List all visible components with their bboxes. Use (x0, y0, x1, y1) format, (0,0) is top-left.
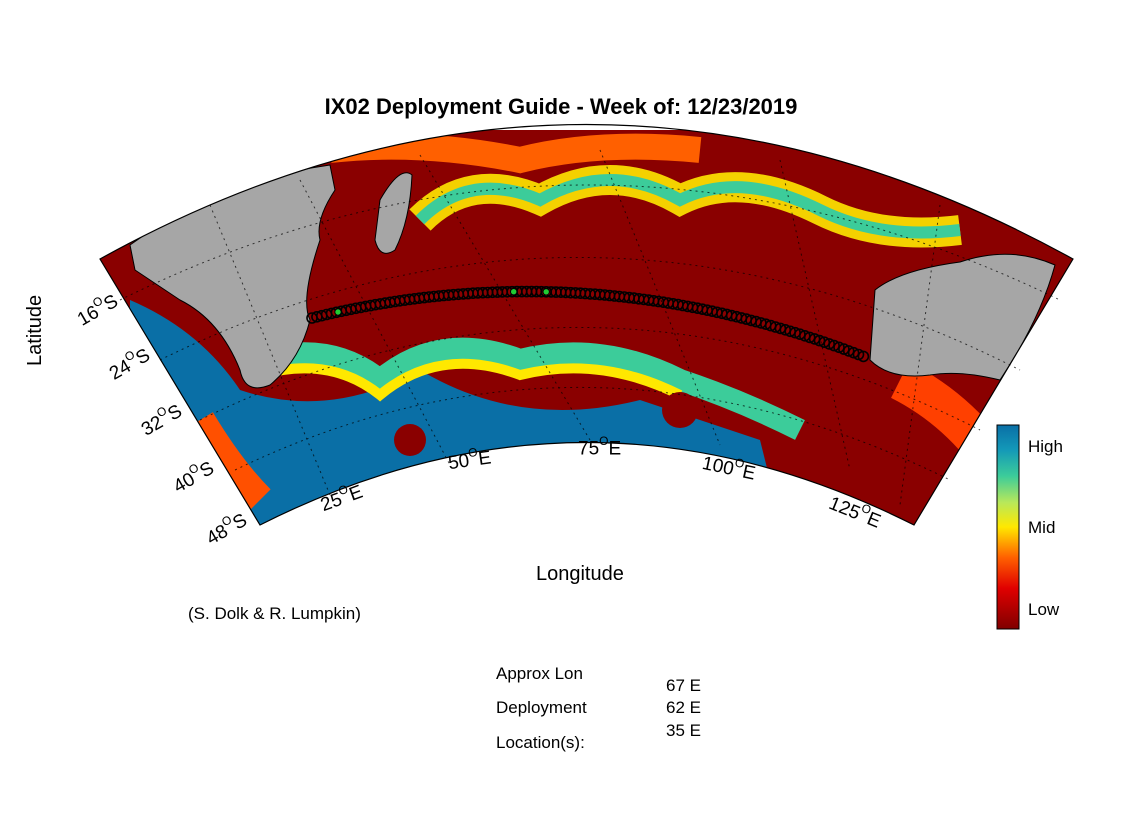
transect-marker (833, 341, 845, 354)
deployment-marker (334, 308, 342, 316)
ix02-transect (306, 285, 870, 363)
graticule (119, 149, 1061, 506)
transect-marker (818, 336, 831, 349)
transect-marker (828, 339, 840, 352)
info-label-approx-lon: Approx Lon (496, 664, 583, 683)
colorbar-low-label: Low (1028, 600, 1060, 619)
map-title: IX02 Deployment Guide - Week of: 12/23/2… (324, 94, 798, 119)
deployment-marker (542, 288, 550, 296)
lon-tick-75: 75OE (578, 434, 622, 460)
info-label-locations: Location(s): (496, 733, 585, 752)
info-label-deployment: Deployment (496, 698, 587, 717)
transect-marker (823, 338, 836, 350)
ocean-field (100, 130, 1073, 525)
colorbar (996, 424, 1020, 630)
transect-marker (857, 350, 870, 363)
colorbar-mid-label: Mid (1028, 518, 1056, 537)
info-value-1: 67 E (666, 676, 701, 695)
colorbar-high-label: High (1028, 437, 1063, 456)
map-frame (99, 124, 1074, 526)
transect-marker (847, 346, 860, 359)
x-axis-label: Longitude (536, 563, 624, 585)
info-value-3: 35 E (666, 721, 701, 740)
credit-text: (S. Dolk & R. Lumpkin) (188, 604, 361, 623)
deployment-marker (510, 288, 518, 296)
y-axis-label: Latitude (24, 294, 46, 366)
transect-marker (842, 345, 855, 357)
info-value-2: 62 E (666, 698, 701, 717)
